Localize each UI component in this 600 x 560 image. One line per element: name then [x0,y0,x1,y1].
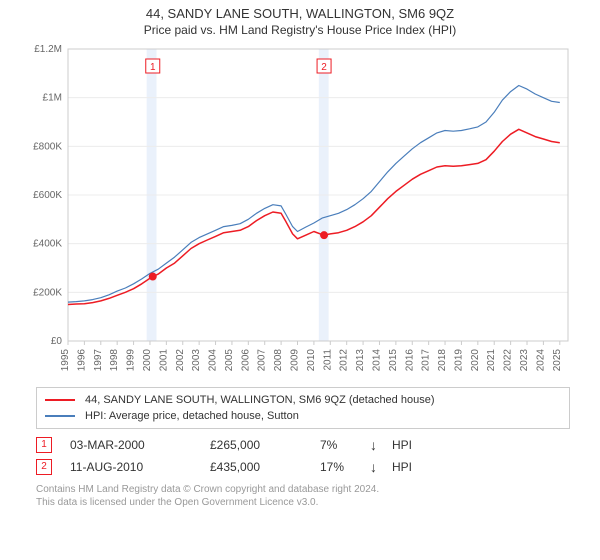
sale-pct: 7% [320,438,370,452]
legend-item: HPI: Average price, detached house, Sutt… [45,408,561,424]
page-subtitle: Price paid vs. HM Land Registry's House … [0,23,600,37]
svg-text:1: 1 [150,62,156,73]
svg-text:2015: 2015 [388,349,399,372]
sale-price: £435,000 [210,460,320,474]
svg-text:2024: 2024 [535,349,546,372]
sale-ref: HPI [392,460,432,474]
svg-text:1997: 1997 [93,349,104,372]
sale-price: £265,000 [210,438,320,452]
svg-text:1998: 1998 [109,349,120,372]
svg-text:2014: 2014 [371,349,382,372]
svg-text:£400K: £400K [33,239,62,250]
svg-text:£800K: £800K [33,141,62,152]
svg-text:1999: 1999 [126,349,137,372]
svg-text:£1M: £1M [43,93,62,104]
sale-date: 03-MAR-2000 [70,438,210,452]
svg-text:2019: 2019 [453,349,464,372]
sale-pct: 17% [320,460,370,474]
svg-text:2007: 2007 [257,349,268,372]
page-title: 44, SANDY LANE SOUTH, WALLINGTON, SM6 9Q… [0,6,600,21]
svg-text:2011: 2011 [322,349,333,371]
svg-text:2025: 2025 [552,349,563,372]
svg-text:2001: 2001 [158,349,169,372]
sale-ref: HPI [392,438,432,452]
svg-text:2020: 2020 [470,349,481,372]
svg-text:2017: 2017 [421,349,432,372]
footer-line: This data is licensed under the Open Gov… [36,496,570,509]
svg-text:2012: 2012 [339,349,350,372]
svg-text:2018: 2018 [437,349,448,372]
legend-swatch [45,415,75,417]
svg-text:2006: 2006 [240,349,251,372]
legend-item: 44, SANDY LANE SOUTH, WALLINGTON, SM6 9Q… [45,392,561,408]
legend-swatch [45,399,75,401]
down-arrow-icon: ↓ [370,437,392,453]
svg-text:2005: 2005 [224,349,235,372]
sale-row: 1 03-MAR-2000 £265,000 7% ↓ HPI [36,435,570,455]
svg-text:2010: 2010 [306,349,317,372]
svg-text:2002: 2002 [175,349,186,372]
sale-date: 11-AUG-2010 [70,460,210,474]
svg-text:2013: 2013 [355,349,366,372]
sale-marker-box: 2 [36,459,52,475]
svg-text:1996: 1996 [76,349,87,372]
footer-line: Contains HM Land Registry data © Crown c… [36,483,570,496]
footer: Contains HM Land Registry data © Crown c… [36,483,570,509]
sale-table: 1 03-MAR-2000 £265,000 7% ↓ HPI 2 11-AUG… [36,435,570,477]
svg-text:£0: £0 [51,336,63,347]
svg-text:1995: 1995 [60,349,71,372]
sale-marker-box: 1 [36,437,52,453]
svg-text:£600K: £600K [33,190,62,201]
svg-text:2008: 2008 [273,349,284,372]
svg-text:£1.2M: £1.2M [34,44,62,55]
svg-text:2: 2 [321,62,327,73]
svg-text:2004: 2004 [208,349,219,372]
svg-text:2021: 2021 [486,349,497,372]
sale-row: 2 11-AUG-2010 £435,000 17% ↓ HPI [36,457,570,477]
svg-text:2003: 2003 [191,349,202,372]
price-chart: £0 £200K £400K £600K £800K £1M £1.2M 1995 1996 19… [20,41,580,381]
down-arrow-icon: ↓ [370,459,392,475]
svg-text:£200K: £200K [33,287,62,298]
svg-text:2022: 2022 [503,349,514,372]
legend-label: 44, SANDY LANE SOUTH, WALLINGTON, SM6 9Q… [85,394,434,406]
legend-label: HPI: Average price, detached house, Sutt… [85,410,299,422]
legend: 44, SANDY LANE SOUTH, WALLINGTON, SM6 9Q… [36,387,570,429]
svg-text:2009: 2009 [290,349,301,372]
svg-text:2000: 2000 [142,349,153,372]
svg-text:2016: 2016 [404,349,415,372]
svg-text:2023: 2023 [519,349,530,372]
